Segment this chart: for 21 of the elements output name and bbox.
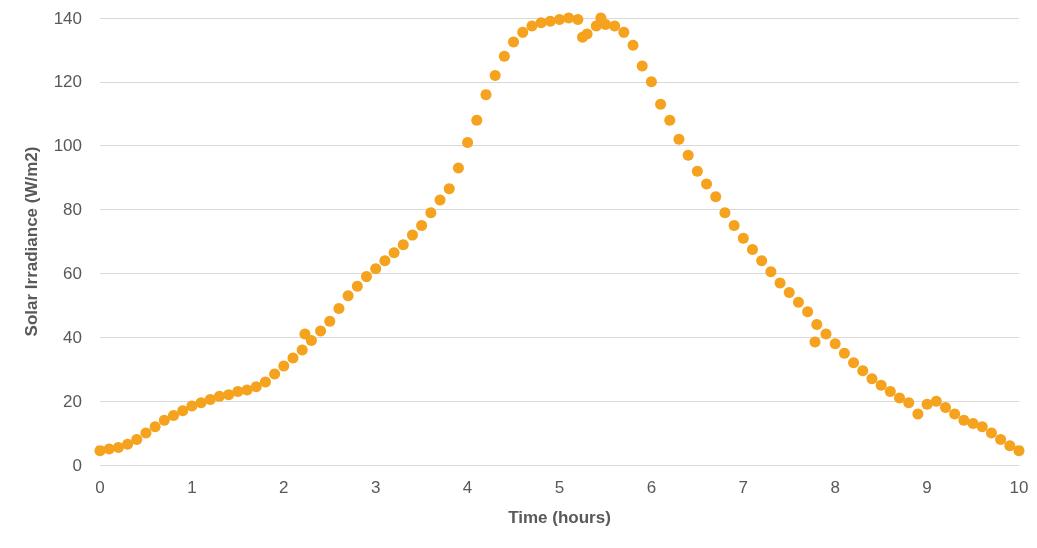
y-tick-label: 60	[63, 263, 82, 283]
y-tick-label: 120	[53, 72, 82, 92]
y-axis-title: Solar Irradiance (W/m2)	[22, 146, 41, 337]
y-tick-label: 40	[63, 327, 82, 347]
y-tick-label: 0	[72, 455, 82, 475]
x-tick-label: 8	[830, 478, 840, 497]
x-tick-label: 1	[187, 478, 197, 497]
x-tick-label: 5	[554, 478, 565, 497]
x-tick-label: 9	[922, 478, 932, 497]
y-tick-label: 20	[63, 391, 82, 411]
x-axis-title: Time (hours)	[508, 508, 611, 527]
x-tick-label: 10	[1009, 478, 1029, 497]
y-tick-label: 100	[53, 136, 82, 156]
y-tick-label: 140	[53, 8, 82, 28]
x-tick-label: 4	[462, 478, 473, 497]
x-tick-label: 6	[646, 478, 657, 497]
x-tick-label: 2	[279, 478, 289, 497]
x-tick-label: 0	[95, 478, 105, 497]
y-tick-label: 80	[63, 200, 82, 220]
x-tick-label: 3	[370, 478, 381, 497]
x-tick-label: 7	[738, 478, 749, 497]
